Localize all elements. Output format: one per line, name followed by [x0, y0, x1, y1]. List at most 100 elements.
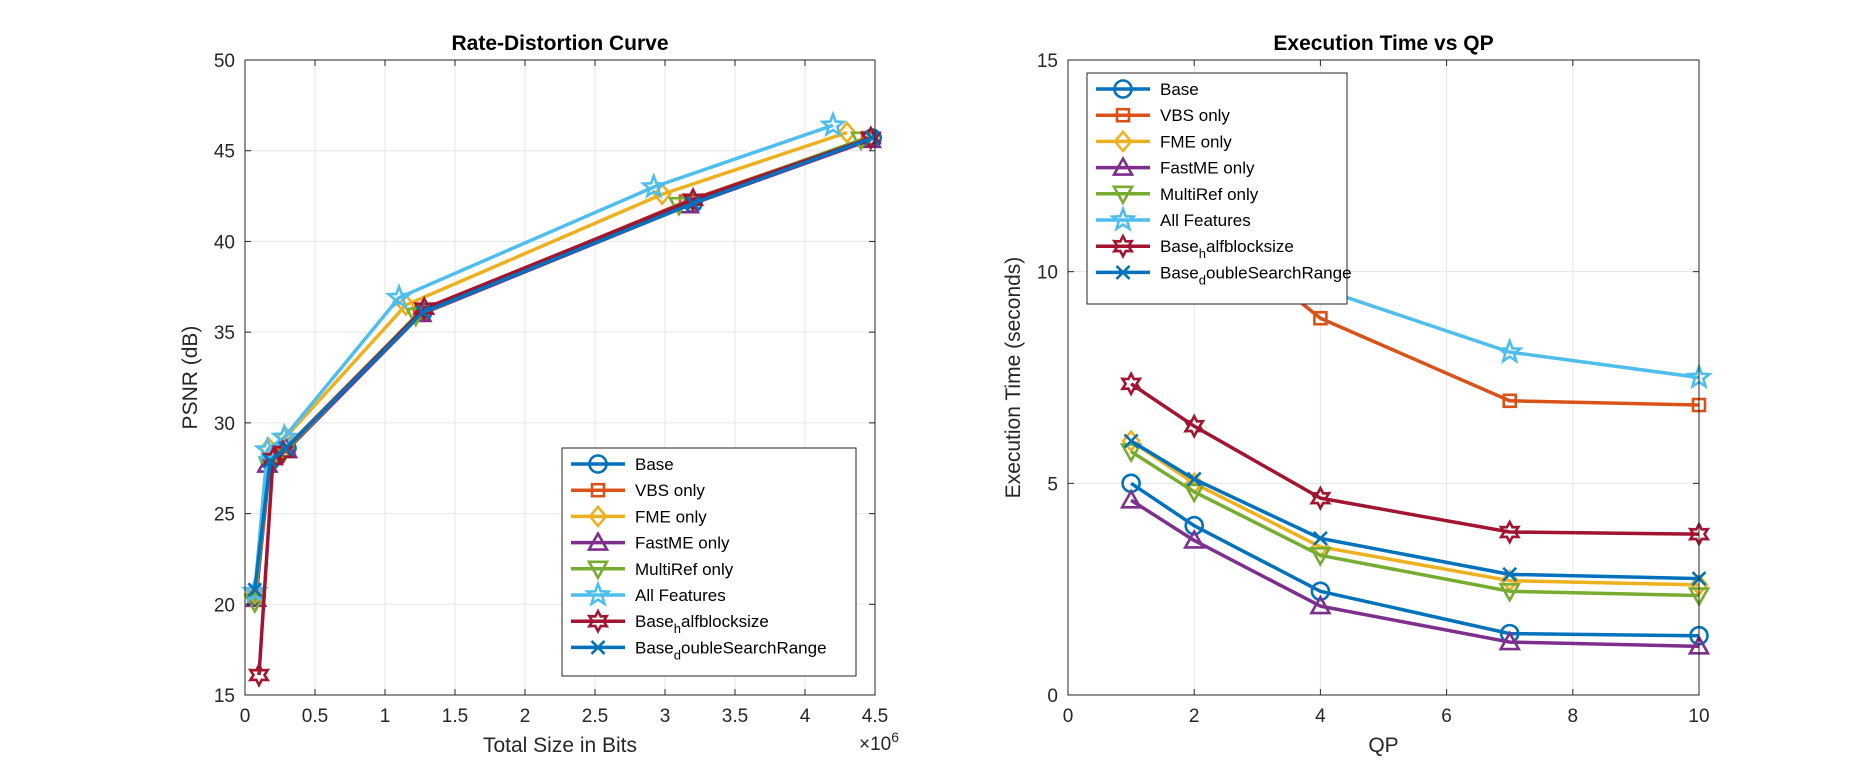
- rd-legend-item-all-features: All Features: [571, 580, 726, 607]
- exec-series-fastme-only: [1119, 488, 1711, 655]
- rd-point-fme-only: [652, 182, 672, 206]
- rd-point-all-features: [384, 282, 414, 310]
- exec-point-multiref-only: [1498, 582, 1521, 603]
- exec-legend-item-base-halfblocksize: Basehalfblocksize: [1096, 233, 1294, 261]
- rd-y-tick-label: 15: [214, 686, 235, 707]
- rd-legend-item-fme-only: FME only: [571, 504, 707, 528]
- rd-series-base-doublesearchrange: [247, 130, 880, 598]
- exec-y-axis-label: Execution Time (seconds): [1002, 257, 1025, 499]
- exec-point-multiref-only: [1182, 483, 1206, 504]
- exec-x-tick-label: 10: [1688, 706, 1709, 727]
- rd-y-tick-label: 30: [214, 414, 235, 435]
- exec-point-base: [1184, 515, 1204, 536]
- rd-legend-item-base: Base: [571, 454, 674, 474]
- rd-point-all-features: [818, 110, 848, 138]
- exec-point-fastme-only: [1119, 488, 1143, 509]
- exec-legend-label: VBS only: [1160, 106, 1230, 125]
- rd-legend-marker: [590, 639, 606, 655]
- exec-legend-marker: [1111, 233, 1135, 259]
- rd-legend-label: VBS only: [635, 481, 705, 500]
- rd-point-all-features: [639, 172, 668, 199]
- exec-legend-label: FME only: [1160, 132, 1232, 151]
- rd-legend-marker: [588, 504, 608, 528]
- rd-legend-marker: [586, 530, 610, 551]
- exec-legend-label: BasedoubleSearchRange: [1160, 263, 1352, 287]
- exec-legend-marker: [1111, 185, 1135, 206]
- exec-legend-item-base: Base: [1096, 79, 1199, 99]
- exec-legend-item-fme-only: FME only: [1096, 129, 1232, 153]
- rd-point-fme-only: [245, 581, 265, 605]
- rd-x-tick-label: 3.5: [722, 706, 748, 727]
- rd-line-all-features: [253, 123, 834, 592]
- rd-legend-marker: [586, 560, 610, 581]
- exec-point-fastme-only: [1182, 528, 1206, 549]
- rd-y-tick-label: 20: [214, 595, 235, 616]
- exec-point-all-features: [1495, 337, 1524, 365]
- exec-point-base-doublesearchrange: [1123, 433, 1139, 449]
- exec-point-base-doublesearchrange: [1312, 530, 1328, 546]
- exec-legend-item-base-doublesearchrange: BasedoubleSearchRange: [1096, 263, 1352, 287]
- exec-point-vbs-only: [1502, 393, 1517, 409]
- rd-x-tick-label: 1.5: [442, 706, 468, 727]
- rd-x-tick-label: 3: [660, 706, 671, 727]
- rd-point-base-doublesearchrange: [278, 440, 294, 456]
- rd-y-axis-label: PSNR (dB): [179, 326, 202, 430]
- exec-x-axis-label: QP: [1368, 734, 1398, 757]
- exec-series-base-doublesearchrange: [1123, 433, 1707, 587]
- rd-point-fme-only: [837, 121, 857, 145]
- exec-legend-label: FastME only: [1160, 159, 1255, 178]
- exec-legend-label: Base: [1160, 80, 1199, 99]
- exec-point-base-halfblocksize: [1183, 413, 1206, 439]
- exec-point-fme-only: [1121, 429, 1141, 453]
- rd-point-base-doublesearchrange: [864, 130, 880, 146]
- exec-line-fastme-only: [1130, 498, 1700, 649]
- rd-point-base-halfblocksize: [247, 662, 271, 688]
- rd-x-exponent: ×106: [859, 729, 899, 755]
- rd-x-tick-label: 2: [520, 706, 531, 727]
- exec-x-tick-label: 6: [1441, 706, 1452, 727]
- exec-axes-box: [1067, 59, 1700, 696]
- rd-point-base-halfblocksize: [271, 439, 294, 465]
- rd-legend-item-fastme-only: FastME only: [571, 530, 730, 553]
- rd-legend-label: MultiRef only: [635, 560, 734, 579]
- rd-x-axis-label: Total Size in Bits: [483, 734, 637, 757]
- rd-y-tick-label: 50: [214, 51, 235, 72]
- exec-y-tick-label: 15: [1037, 51, 1058, 72]
- exec-line-base-halfblocksize: [1130, 382, 1700, 536]
- rd-legend-label: FME only: [635, 507, 707, 526]
- rd-line-base-doublesearchrange: [253, 136, 873, 590]
- rd-x-tick-label: 0: [240, 706, 251, 727]
- exec-legend-marker: [1115, 107, 1131, 123]
- exec-legend: Base VBS only FME only FastME only MultiRef …: [1086, 72, 1352, 305]
- rd-series-all-features: [240, 110, 848, 604]
- rd-x-tick-label: 2.5: [582, 706, 608, 727]
- rd-legend: Base VBS only FME only FastME only MultiRef …: [561, 447, 857, 677]
- exec-point-base-doublesearchrange: [1502, 566, 1518, 582]
- rd-legend-box: [561, 447, 857, 677]
- exec-point-multiref-only: [1309, 546, 1332, 567]
- exec-series-multiref-only: [1119, 443, 1711, 608]
- rd-y-tick-label: 45: [214, 142, 235, 163]
- rd-point-fme-only: [396, 293, 416, 317]
- exec-legend-label: MultiRef only: [1160, 185, 1259, 204]
- exec-line-multiref-only: [1130, 450, 1700, 598]
- rd-point-all-features: [240, 576, 269, 604]
- exec-legend-label: Basehalfblocksize: [1160, 237, 1294, 261]
- exec-legend-label: All Features: [1160, 211, 1251, 230]
- rd-axes-box: [244, 59, 876, 696]
- exec-legend-marker: [1113, 129, 1133, 153]
- rd-legend-marker: [590, 482, 606, 498]
- exec-y-tick-label: 5: [1047, 474, 1058, 495]
- exec-x-tick-label: 4: [1315, 706, 1326, 727]
- rd-point-base-doublesearchrange: [247, 582, 263, 598]
- exec-y-tick-label: 10: [1037, 263, 1058, 284]
- rd-point-base-doublesearchrange: [262, 453, 278, 469]
- exec-point-base-halfblocksize: [1498, 519, 1521, 545]
- rd-x-tick-label: 0.5: [302, 706, 328, 727]
- exec-chart: 0 2 4 6 8 10 0 5 10 15 Execution Time vs QP QP Execu…: [1002, 32, 1714, 757]
- exec-legend-item-fastme-only: FastME only: [1096, 155, 1255, 178]
- exec-legend-marker: [1111, 155, 1135, 176]
- rd-legend-label: Base: [635, 455, 674, 474]
- rd-chart: 0 0.5 1 1.5 2 2.5 3 3.5 4 4.5 15 20 25 30 35 40 45 50 ×106…: [179, 32, 899, 757]
- exec-point-base-halfblocksize: [1309, 485, 1332, 511]
